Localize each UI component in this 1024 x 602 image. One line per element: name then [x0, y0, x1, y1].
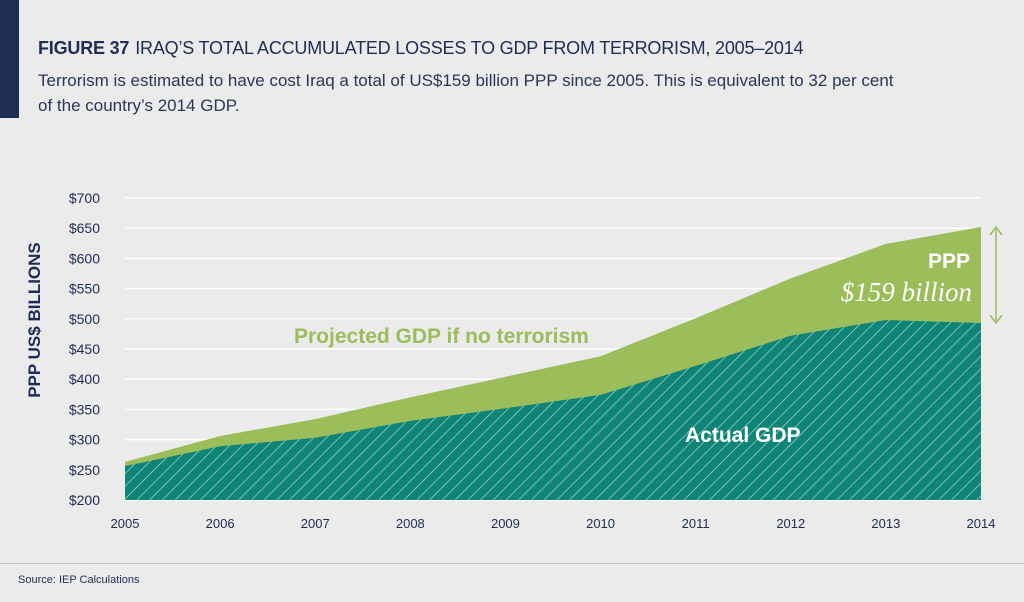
actual-gdp-area [125, 320, 981, 500]
projected-label: Projected GDP if no terrorism [294, 325, 589, 348]
y-tick-label: $450 [69, 341, 100, 357]
y-tick-label: $250 [69, 462, 100, 478]
y-tick-label: $400 [69, 371, 100, 387]
y-tick-label: $300 [69, 432, 100, 448]
figure-title: FIGURE 37 IRAQ’S TOTAL ACCUMULATED LOSSES… [38, 38, 804, 59]
ppp-label: PPP [928, 250, 970, 273]
y-tick-label: $650 [69, 220, 100, 236]
x-tick-label: 2007 [301, 516, 330, 531]
accent-bar [0, 0, 19, 118]
x-tick-label: 2011 [682, 516, 710, 531]
x-tick-label: 2014 [967, 516, 996, 531]
y-axis-label: PPP US$ BILLIONS [25, 242, 44, 398]
divider [0, 563, 1024, 564]
chart: $200 $250 $300 $350 $400 $450 $500 $550 $600 $650… [25, 190, 1003, 531]
difference-arrow [989, 225, 1003, 325]
title-text: IRAQ’S TOTAL ACCUMULATED LOSSES TO GDP F… [135, 38, 804, 58]
loss-amount-label: $159 billion [841, 277, 972, 307]
x-tick-label: 2006 [206, 516, 235, 531]
x-tick-label: 2012 [776, 516, 805, 531]
x-tick-label: 2009 [491, 516, 520, 531]
y-tick-label: $500 [69, 311, 100, 327]
y-tick-label: $350 [69, 401, 100, 417]
figure-subtitle: Terrorism is estimated to have cost Iraq… [38, 71, 894, 115]
x-tick-label: 2005 [111, 516, 140, 531]
y-tick-label: $550 [69, 281, 100, 297]
figure-label: FIGURE 37 [38, 38, 130, 58]
actual-label: Actual GDP [685, 424, 801, 447]
x-tick-label: 2010 [586, 516, 615, 531]
source-note: Source: IEP Calculations [18, 574, 140, 586]
y-tick-label: $700 [69, 190, 100, 206]
y-tick-label: $200 [69, 492, 100, 508]
x-tick-label: 2013 [871, 516, 900, 531]
x-tick-label: 2008 [396, 516, 425, 531]
y-tick-label: $600 [69, 250, 100, 266]
